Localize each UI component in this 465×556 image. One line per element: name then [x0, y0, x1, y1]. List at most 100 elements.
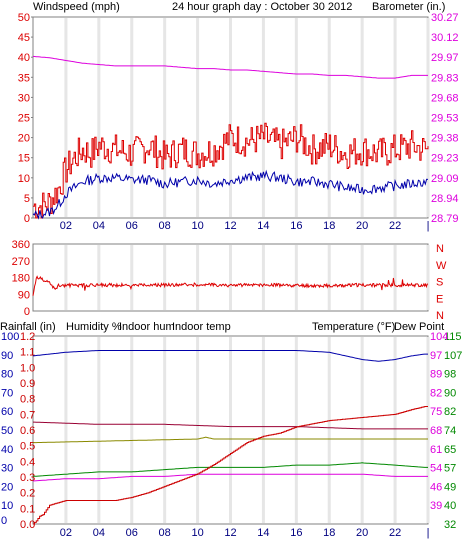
- windspeed-tick-label: 15: [18, 153, 30, 165]
- dew-point-axis-label: Dew Point: [394, 321, 444, 333]
- indoor-temp-line: [33, 421, 428, 430]
- barometer-tick-label: 29.53: [431, 113, 459, 125]
- wind-panel-x-tick-label: 18: [323, 220, 335, 232]
- wind-panel-x-tick-label: 14: [257, 220, 269, 232]
- compass-label: W: [436, 260, 447, 272]
- dew-point-tick-label: 54: [430, 463, 442, 475]
- humidity-tick-label: 40: [1, 444, 13, 456]
- windspeed-tick-label: 25: [18, 113, 30, 125]
- dew-point-tick-label: 68: [430, 425, 442, 437]
- windspeed-tick-label: 40: [18, 52, 30, 64]
- windspeed-tick-label: 10: [18, 173, 30, 185]
- barometer-tick-label: 30.12: [431, 32, 459, 44]
- temperature-tick-label: 74: [444, 425, 456, 437]
- rainfall-tick-label: 0.3: [20, 472, 35, 484]
- climate-panel-x-tick-label: 10: [191, 527, 203, 539]
- windspeed-tick-label: 30: [18, 92, 30, 104]
- windspeed-axis-label: Windspeed (mph): [33, 1, 120, 13]
- wind-panel-x-tick-label: 10: [191, 220, 203, 232]
- temperature-tick-label: 82: [444, 406, 456, 418]
- barometer-tick-label: 29.38: [431, 133, 459, 145]
- temperature-axis-label: Temperature (°F): [312, 321, 395, 333]
- humidity-tick-label: 90: [1, 350, 13, 362]
- direction-tick-label: 270: [12, 256, 30, 268]
- temperature-f-line: [32, 462, 428, 477]
- windspeed-tick-label: 20: [18, 133, 30, 145]
- temperature-tick-label: 107: [444, 350, 462, 362]
- climate-panel-x-tick-label: 04: [93, 527, 105, 539]
- direction-tick-label: 360: [12, 239, 30, 251]
- dew-point-tick-label: 89: [430, 369, 442, 381]
- barometer-tick-label: 29.09: [431, 173, 459, 185]
- compass-label: S: [436, 277, 443, 289]
- barometer-tick-label: 29.83: [431, 72, 459, 84]
- rainfall-tick-label: 1.1: [20, 347, 35, 359]
- climate-panel-x-tick-label: 16: [290, 527, 302, 539]
- climate-panel-x-tick-label: 14: [257, 527, 269, 539]
- climate-panel-x-tick-label: 02: [60, 527, 72, 539]
- humidity-tick-label: 70: [1, 387, 13, 399]
- wind-panel-x-tick-label: 08: [159, 220, 171, 232]
- windspeed-tick-label: 50: [18, 12, 30, 24]
- dew-point-tick-label: 39: [430, 500, 442, 512]
- rainfall-tick-label: 0.6: [20, 425, 35, 437]
- temperature-tick-label: 57: [444, 463, 456, 475]
- temperature-tick-label: 65: [444, 444, 456, 456]
- climate-panel-x-tick-label: 12: [224, 527, 236, 539]
- climate-panel-x-tick-label: |: [427, 527, 430, 539]
- windspeed-tick-label: 0: [24, 213, 30, 225]
- dew-point-tick-label: 75: [430, 406, 442, 418]
- rainfall-in-line: [33, 406, 428, 525]
- temperature-tick-label: 49: [444, 481, 456, 493]
- humidity-tick-label: 20: [1, 481, 13, 493]
- graph-title: 24 hour graph day : October 30 2012: [172, 1, 352, 13]
- temperature-tick-label: 115: [444, 331, 462, 343]
- rainfall-tick-label: 0.2: [20, 488, 35, 500]
- humidity-tick-label: 100: [1, 331, 19, 343]
- barometer-tick-label: 30.27: [431, 12, 459, 24]
- temperature-tick-label: 98: [444, 369, 456, 381]
- wind-panel-x-tick-label: 02: [60, 220, 72, 232]
- rainfall-tick-label: 0.8: [20, 394, 35, 406]
- barometer-tick-label: 29.23: [431, 153, 459, 165]
- humidity-line: [32, 350, 428, 362]
- wind-panel-x-tick-label: 06: [126, 220, 138, 232]
- indoor-hum-line: [32, 436, 428, 444]
- direction-tick-label: 90: [18, 289, 30, 301]
- rainfall-tick-label: 1.0: [20, 362, 35, 374]
- compass-label: E: [436, 293, 443, 305]
- rainfall-tick-label: 0.5: [20, 441, 35, 453]
- climate-panel-x-tick-label: 18: [323, 527, 335, 539]
- barometer-tick-label: 29.68: [431, 92, 459, 104]
- humidity-axis-label: Humidity %: [66, 321, 122, 333]
- indoor-temp-label: Indoor temp: [172, 321, 231, 333]
- rainfall-tick-label: 1.2: [20, 331, 35, 343]
- humidity-tick-label: 80: [1, 369, 13, 381]
- dew-point-tick-label: 104: [430, 331, 448, 343]
- rainfall-tick-label: 0.0: [20, 519, 35, 531]
- barometer-axis-label: Barometer (in.): [372, 1, 445, 13]
- compass-label: N: [436, 310, 444, 322]
- rainfall-tick-label: 0.1: [20, 503, 35, 515]
- barometer-line: [32, 55, 428, 79]
- humidity-tick-label: 50: [1, 425, 13, 437]
- compass-label: N: [436, 243, 444, 255]
- barometer-tick-label: 28.79: [431, 213, 459, 225]
- climate-panel-x-tick-label: 20: [356, 527, 368, 539]
- wind-panel-x-tick-label: 20: [356, 220, 368, 232]
- wind-panel-x-tick-label: |: [427, 220, 430, 232]
- rainfall-tick-label: 0.9: [20, 378, 35, 390]
- windspeed-tick-label: 45: [18, 32, 30, 44]
- climate-panel-x-tick-label: 06: [126, 527, 138, 539]
- wind-panel-x-tick-label: 16: [290, 220, 302, 232]
- dew-point-line: [32, 473, 428, 482]
- wind-panel-x-tick-label: 04: [93, 220, 105, 232]
- humidity-tick-label: 60: [1, 406, 13, 418]
- wind-panel-x-tick-label: 22: [389, 220, 401, 232]
- direction-tick-label: 180: [12, 273, 30, 285]
- rainfall-tick-label: 0.7: [20, 409, 35, 421]
- wind-panel-x-tick-label: 12: [224, 220, 236, 232]
- wind-direction-line: [32, 275, 429, 296]
